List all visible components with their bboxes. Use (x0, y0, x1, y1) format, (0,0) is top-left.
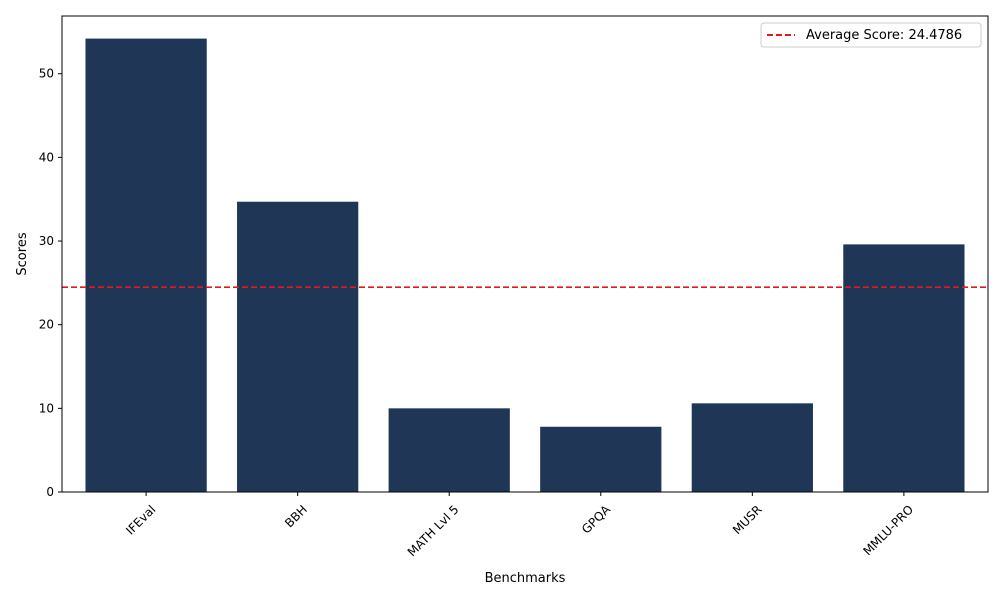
x-axis-ticks: IFEval BBH MATH Lvl 5 GPQA MUSR MMLU-PRO (123, 492, 916, 559)
x-tick-label: MMLU-PRO (860, 502, 916, 558)
plot-frame (61, 15, 989, 493)
bar-gpqa (540, 426, 662, 492)
bar-bbh (237, 201, 359, 493)
y-tick-label: 50 (39, 67, 54, 81)
y-tick-label: 0 (46, 485, 54, 499)
x-tick-label: IFEval (123, 502, 158, 537)
bar-math-lvl-5 (388, 408, 510, 492)
x-tick-label: BBH (282, 502, 310, 530)
y-tick-label: 40 (39, 150, 54, 164)
y-axis-label: Scores (15, 232, 30, 275)
legend-average-label: Average Score: 24.4786 (806, 28, 962, 43)
y-tick-label: 30 (39, 234, 54, 248)
bar-mmlu-pro (843, 244, 965, 492)
y-axis-ticks: 0 10 20 30 40 50 (39, 67, 62, 499)
x-tick-label: GPQA (579, 502, 614, 537)
x-tick-label: MUSR (730, 502, 765, 537)
bar-musr (691, 403, 813, 492)
legend: Average Score: 24.4786 (760, 22, 982, 48)
bar-ifeval (85, 38, 207, 492)
x-tick-label: MATH Lvl 5 (405, 502, 462, 559)
y-tick-label: 10 (39, 401, 54, 415)
y-tick-label: 20 (39, 318, 54, 332)
x-axis-label: Benchmarks (485, 571, 566, 586)
legend-box (760, 22, 982, 48)
bars-group (85, 38, 965, 493)
